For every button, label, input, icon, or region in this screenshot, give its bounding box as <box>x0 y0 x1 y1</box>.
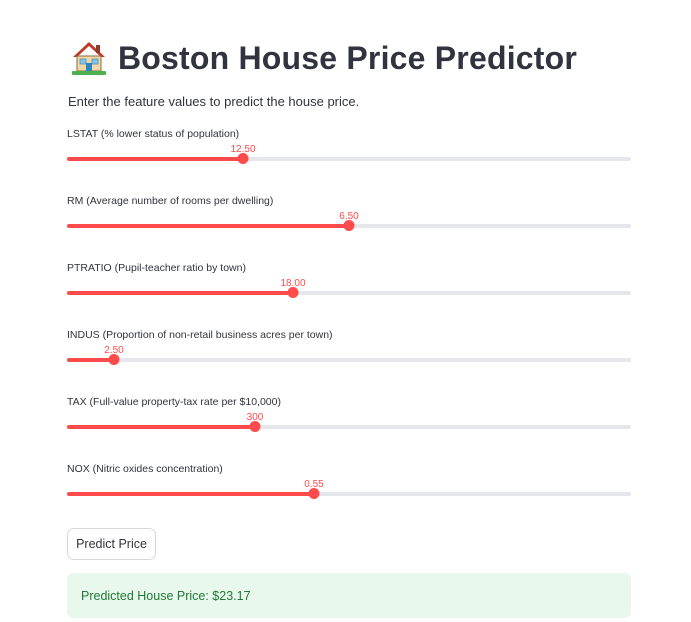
slider-label: NOX (Nitric oxides concentration) <box>67 463 223 475</box>
slider-fill <box>67 492 314 496</box>
slider-label: LSTAT (% lower status of population) <box>67 128 240 140</box>
slider-nox: NOX (Nitric oxides concentration) 0.55 <box>67 463 631 530</box>
slider-fill <box>67 291 293 295</box>
slider-thumb[interactable] <box>287 287 299 298</box>
slider-track[interactable] <box>67 354 631 365</box>
slider-track[interactable] <box>67 421 631 432</box>
slider-ptratio: PTRATIO (Pupil-teacher ratio by town) 18… <box>67 262 631 329</box>
slider-lstat: LSTAT (% lower status of population) 12.… <box>67 128 631 195</box>
slider-value: 6.50 <box>339 211 359 222</box>
predicted-price-text: Predicted House Price: $23.17 <box>81 589 251 603</box>
slider-value: 2.50 <box>104 345 124 356</box>
slider-thumb[interactable] <box>108 354 120 365</box>
slider-fill <box>67 157 243 161</box>
slider-indus: INDUS (Proportion of non-retail business… <box>67 329 631 396</box>
predict-price-button[interactable]: Predict Price <box>67 528 156 560</box>
slider-track[interactable] <box>67 220 631 231</box>
house-icon <box>72 42 106 75</box>
slider-value: 12.50 <box>230 144 256 155</box>
page-title: Boston House Price Predictor <box>118 39 578 76</box>
title-row: Boston House Price Predictor <box>70 36 577 80</box>
slider-label: RM (Average number of rooms per dwelling… <box>67 195 274 207</box>
slider-value: 18.00 <box>280 278 306 289</box>
slider-value: 300 <box>246 412 264 423</box>
slider-value: 0.55 <box>304 479 324 490</box>
slider-label: INDUS (Proportion of non-retail business… <box>67 329 333 341</box>
slider-track[interactable] <box>67 488 631 499</box>
slider-fill <box>67 358 114 362</box>
slider-thumb[interactable] <box>308 488 320 499</box>
slider-thumb[interactable] <box>343 220 355 231</box>
slider-rm: RM (Average number of rooms per dwelling… <box>67 195 631 262</box>
slider-fill <box>67 425 255 429</box>
slider-fill <box>67 224 349 228</box>
page-subtitle: Enter the feature values to predict the … <box>68 94 360 109</box>
slider-track[interactable] <box>67 287 631 298</box>
slider-thumb[interactable] <box>249 421 261 432</box>
slider-label: PTRATIO (Pupil-teacher ratio by town) <box>67 262 246 274</box>
result-alert: Predicted House Price: $23.17 <box>67 573 631 618</box>
slider-label: TAX (Full-value property-tax rate per $1… <box>67 396 281 408</box>
slider-thumb[interactable] <box>237 153 249 164</box>
slider-tax: TAX (Full-value property-tax rate per $1… <box>67 396 631 463</box>
slider-track[interactable] <box>67 153 631 164</box>
